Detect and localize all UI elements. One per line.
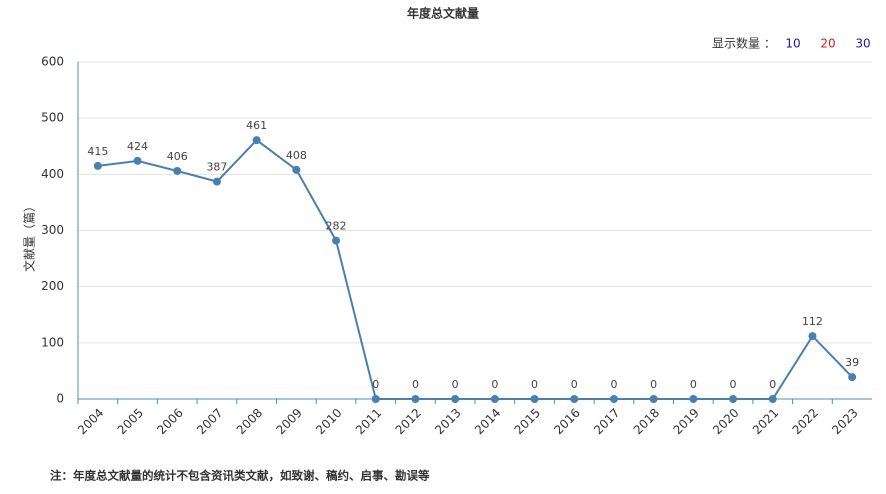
x-tick-label: 2004 [75,406,106,437]
x-tick-label: 2013 [432,406,463,437]
data-label: 39 [845,356,859,369]
point [570,395,579,403]
x-tick-label: 2018 [631,406,662,437]
y-tick-label: 0 [56,392,64,406]
data-label: 0 [769,378,776,391]
y-tick-label: 600 [41,55,64,69]
point [212,177,221,186]
x-tick-label: 2019 [670,406,701,437]
x-tick-label: 2017 [591,406,622,437]
point [133,156,142,165]
data-label: 0 [491,378,498,391]
x-tick-label: 2006 [154,406,185,437]
display-count-option[interactable]: 30 [855,37,870,51]
point [530,395,539,403]
footnote: 注：年度总文献量的统计不包含资讯类文献，如致谢、稿约、启事、勘误等 [50,469,430,483]
x-tick-label: 2010 [313,406,344,437]
point [649,395,658,403]
point [808,332,817,341]
point [93,161,102,170]
display-count-option[interactable]: 10 [785,37,800,51]
x-tick-label: 2020 [710,406,741,437]
data-label: 0 [372,378,379,391]
data-label: 0 [571,378,578,391]
x-tick-label: 2009 [273,406,304,437]
point [768,395,777,403]
data-label: 0 [452,378,459,391]
x-tick-label: 2021 [750,406,781,437]
y-axis-label: 文献量（篇） [22,200,37,272]
x-tick-label: 2022 [790,406,821,437]
y-tick-label: 400 [41,167,64,181]
point [252,136,261,145]
data-label: 0 [690,378,697,391]
y-tick-label: 300 [41,223,64,237]
x-tick-label: 2011 [353,406,384,437]
data-label: 424 [127,140,148,153]
data-label: 415 [87,145,108,158]
x-tick-label: 2014 [472,406,503,437]
x-tick-label: 2005 [115,406,146,437]
display-count-label: 显示数量 ： [712,36,776,51]
data-label: 0 [650,378,657,391]
point [371,395,380,403]
point [729,395,738,403]
point [609,395,618,403]
x-tick-label: 2012 [393,406,424,437]
data-label: 0 [730,378,737,391]
data-label: 282 [326,220,347,233]
x-tick-label: 2015 [512,406,543,437]
point [411,395,420,403]
point [689,395,698,403]
data-label: 461 [246,119,267,132]
point [848,373,857,382]
point [173,166,182,175]
y-tick-label: 100 [41,335,64,349]
display-count-option[interactable]: 20 [820,37,835,51]
data-label: 408 [286,149,307,162]
point [490,395,499,403]
point [292,165,301,174]
data-label: 0 [531,378,538,391]
x-tick-label: 2016 [551,406,582,437]
point [332,236,341,245]
line [97,138,853,400]
x-tick-label: 2008 [234,406,265,437]
x-tick-label: 2023 [829,406,860,437]
chart-title: 年度总文献量 [407,6,479,21]
point [451,395,460,403]
y-tick-label: 500 [41,111,64,125]
x-tick-label: 2007 [194,406,225,437]
data-label: 0 [610,378,617,391]
data-label: 387 [206,161,227,174]
data-label: 0 [412,378,419,391]
y-tick-label: 200 [41,279,64,293]
data-label: 406 [167,150,188,163]
data-label: 112 [802,315,823,328]
